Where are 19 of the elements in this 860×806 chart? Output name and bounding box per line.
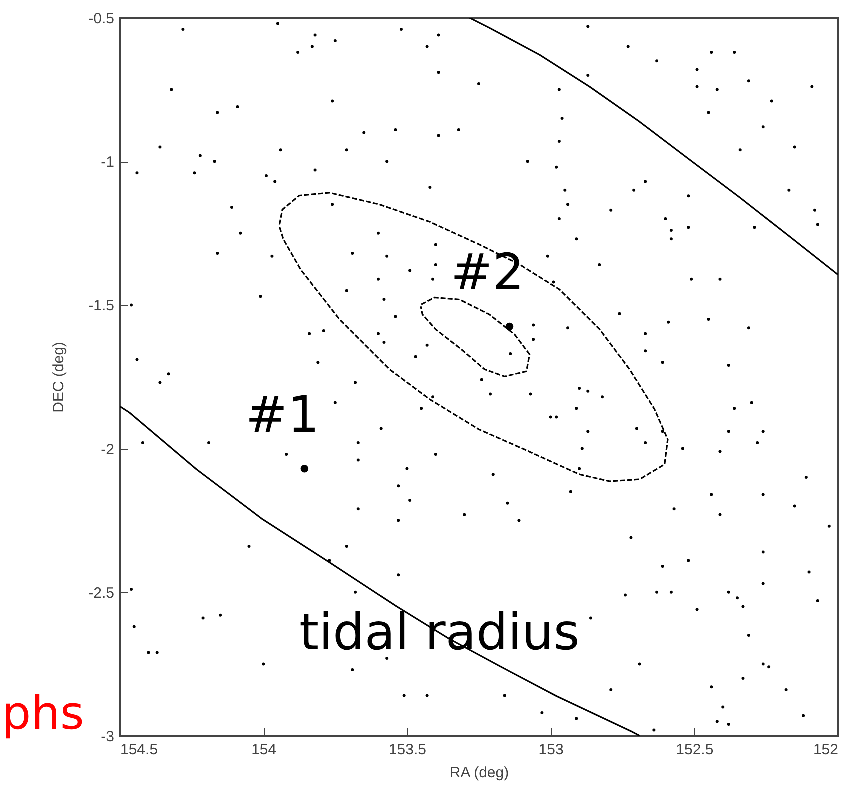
annotation: #2 [450,244,525,302]
x-tick-label: 153.5 [388,742,426,758]
x-tick-label: 152 [813,742,838,758]
annotation: tidal radius [300,603,580,662]
x-tick-label: 152.5 [676,742,714,758]
x-tick-label: 154 [252,742,277,758]
annotation: #1 [246,386,320,444]
y-tick-label: -0.5 [88,10,114,28]
y-tick-label: -1.5 [88,298,114,315]
y-axis-title: DEC (deg) [50,342,68,413]
x-tick-label: 153 [538,742,564,758]
y-tick-label: -1 [101,154,114,172]
x-tick-label: 154.5 [120,742,158,758]
text: phs [2,686,84,740]
y-tick-label: -2.5 [88,584,114,602]
y-tick-label: -3 [101,728,114,746]
y-tick-label: -2 [101,441,114,458]
x-axis-title: RA (deg) [450,764,510,782]
line-series [420,296,531,378]
